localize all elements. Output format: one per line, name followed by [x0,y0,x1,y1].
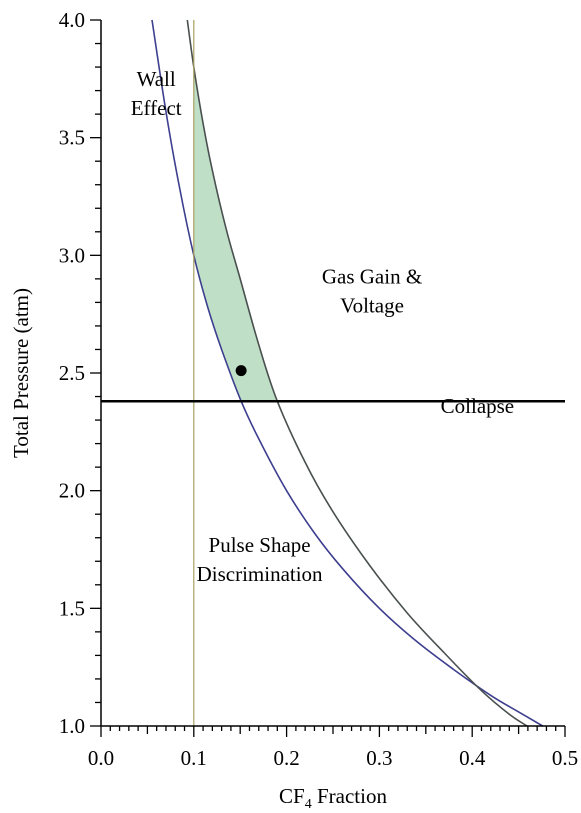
annotation: Pulse Shape Discrimination [197,533,323,586]
annotation-line: Effect [131,96,182,120]
allowed-region [193,67,278,402]
annotations: Wall Effect Gas Gain & Voltage Collapse Pulse… [131,67,514,586]
y-tick-label: 2.5 [59,361,85,385]
annotation-line: Wall [137,67,176,91]
x-tick-label: 0.2 [273,746,299,770]
x-axis-title-main: CF [279,784,305,808]
y-tick-label: 3.5 [59,126,85,150]
operating-point [235,365,247,377]
x-tick-label: 0.3 [366,746,392,770]
x-tick-label: 0.4 [459,746,486,770]
x-tick-label: 0.5 [552,746,578,770]
curves [101,19,565,727]
y-tick-label: 1.5 [59,596,85,620]
annotation: Collapse [441,394,515,418]
annotation-line: Discrimination [197,562,323,586]
annotation: Wall Effect [131,67,182,120]
x-axis-title: CF4 Fraction [279,784,387,812]
x-tick-label: 0.0 [88,746,114,770]
y-tick-label: 3.0 [59,243,85,267]
gas-gain-line [186,19,528,727]
annotation-line: Pulse Shape [209,533,311,557]
y-tick-label: 2.0 [59,479,85,503]
axes [100,20,565,727]
allowed-region-fill [193,67,278,402]
y-axis-title: Total Pressure (atm) [9,288,33,458]
y-tick-label: 1.0 [59,714,85,738]
annotation-line: Gas Gain & [322,265,422,289]
x-axis-title-sub: 4 [305,797,312,812]
x-axis-title-tail: Fraction [312,784,388,808]
annotation-line: Voltage [340,294,404,318]
annotation-line: Collapse [441,394,515,418]
annotation: Gas Gain & Voltage [322,265,422,318]
ticks [90,19,566,737]
tick-labels: 0.0 0.1 0.2 0.3 0.4 0.5 1.0 1.5 2.0 2.5 3.0 3.5 4.0 [59,8,578,770]
x-tick-label: 0.1 [181,746,207,770]
y-tick-label: 4.0 [59,8,85,32]
wall-effect-line [151,19,544,727]
